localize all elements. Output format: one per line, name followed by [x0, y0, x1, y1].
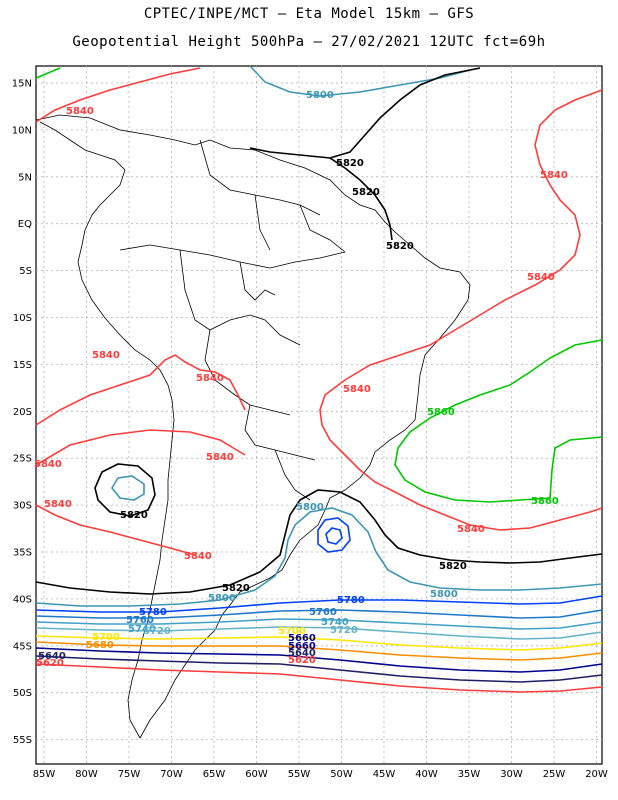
contour-label: 5840 [92, 350, 120, 361]
lat-tick-label: 40S [13, 594, 32, 605]
contour-label: 5660 [288, 633, 316, 644]
contour-label: 5660 [288, 641, 316, 652]
contour-label: 5780 [337, 595, 365, 606]
chart-subtitle: Geopotential Height 500hPa – 27/02/2021 … [72, 34, 546, 50]
contour-label: 5820 [336, 158, 364, 169]
contour-label: 5820 [120, 510, 148, 521]
contour-label: 5680 [86, 640, 114, 651]
grid-lines [36, 66, 602, 764]
contour-label: 5800 [430, 589, 458, 600]
lat-tick-label: 5S [19, 266, 32, 277]
lat-tick-label: 35S [13, 548, 32, 559]
lon-tick-label: 80W [75, 769, 98, 780]
contour-label: 5840 [196, 373, 224, 384]
lon-tick-label: 50W [330, 769, 353, 780]
contour-label: 5740 [128, 624, 156, 635]
contour-label: 5720 [143, 626, 171, 637]
contour-label: 5780 [139, 607, 167, 618]
lat-tick-label: 50S [13, 688, 32, 699]
lat-tick-label: 10S [13, 313, 32, 324]
contour-label: 5620 [36, 658, 64, 669]
lon-tick-label: 85W [33, 769, 56, 780]
contour-label: 5760 [126, 615, 154, 626]
contour-label: 5840 [457, 524, 485, 535]
coastline [36, 114, 471, 739]
lon-tick-label: 65W [203, 769, 226, 780]
lat-tick-label: 5N [18, 172, 32, 183]
lat-tick-label: 10N [12, 125, 32, 136]
lat-tick-label: 15N [12, 79, 32, 90]
contour-label: 5840 [343, 384, 371, 395]
lat-tick-label: 15S [13, 360, 32, 371]
contour-label: 5700 [92, 632, 120, 643]
lat-tick-label: 20S [13, 407, 32, 418]
lon-tick-label: 75W [118, 769, 141, 780]
contour-label: 5820 [386, 241, 414, 252]
contour-label: 5800 [208, 593, 236, 604]
lon-tick-label: 40W [415, 769, 438, 780]
contours [35, 65, 603, 693]
lon-tick-label: 45W [373, 769, 396, 780]
lat-tick-label: 30S [13, 501, 32, 512]
contour-label: 5860 [531, 496, 559, 507]
contour-label: 5800 [296, 502, 324, 513]
chart-title: CPTEC/INPE/MCT – Eta Model 15km – GFS [143, 6, 475, 22]
contour-label: 5840 [34, 459, 62, 470]
contour-label: 5820 [439, 561, 467, 572]
contour-label: 5840 [66, 106, 94, 117]
contour-label: 5640 [38, 651, 66, 662]
lat-tick-label: 25S [13, 454, 32, 465]
lon-tick-label: 20W [585, 769, 608, 780]
lat-tick-label: EQ [18, 219, 32, 230]
contour-label: 5840 [527, 272, 555, 283]
contour-label: 5620 [288, 655, 316, 666]
lon-tick-label: 70W [160, 769, 183, 780]
contour-label: 5800 [306, 90, 334, 101]
lat-tick-label: 55S [13, 735, 32, 746]
lon-tick-label: 25W [543, 769, 566, 780]
axis-ticks: 15N 10N 5N EQ 5S 10S 15S 20S 25S 30S 35S 40S 45S 50S 5… [12, 79, 608, 781]
contour-label: 5840 [206, 452, 234, 463]
contour-label: 5740 [321, 617, 349, 628]
contour-label: 5840 [184, 551, 212, 562]
lon-tick-label: 30W [500, 769, 523, 780]
contour-labels: 5800 5820 5820 5820 5840 5840 5840 5840 … [34, 90, 568, 669]
contour-label: 5840 [540, 170, 568, 181]
lon-tick-label: 60W [245, 769, 268, 780]
contour-label: 5860 [427, 407, 455, 418]
lat-tick-label: 45S [13, 641, 32, 652]
contour-label: 5700 [278, 626, 306, 637]
lon-tick-label: 35W [458, 769, 481, 780]
lon-tick-label: 55W [288, 769, 311, 780]
contour-label: 5720 [330, 625, 358, 636]
contour-label: 5640 [288, 648, 316, 659]
contour-label: 5820 [352, 187, 380, 198]
contour-label: 5820 [222, 583, 250, 594]
contour-label: 5760 [309, 607, 337, 618]
contour-label: 5840 [44, 499, 72, 510]
plot-frame [35, 65, 603, 765]
